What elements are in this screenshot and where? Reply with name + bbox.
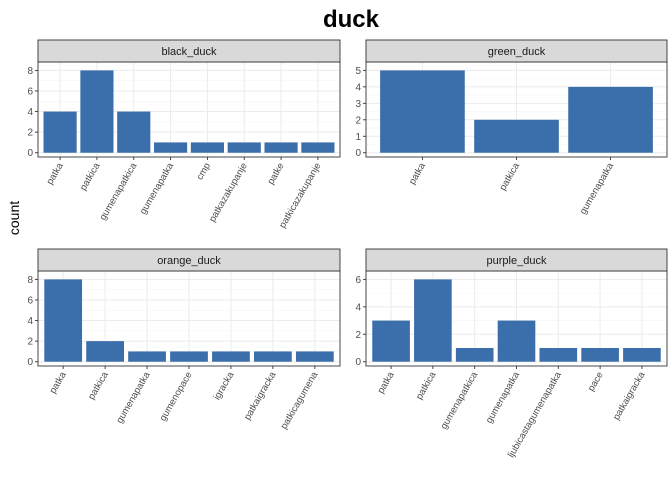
y-tick-label: 0 bbox=[27, 148, 33, 159]
bar-gumenapatkica bbox=[117, 111, 151, 153]
y-tick-label: 6 bbox=[355, 275, 361, 286]
bar-gumenapatka bbox=[497, 320, 536, 362]
bar-igracka bbox=[212, 351, 250, 362]
bar-patkazakupanje bbox=[227, 142, 261, 153]
facet-strip-label: green_duck bbox=[488, 46, 546, 58]
bar-patkica bbox=[80, 70, 114, 153]
bar-patka bbox=[43, 111, 77, 153]
bar-gumenapatka bbox=[154, 142, 188, 153]
bar-pace bbox=[581, 348, 619, 362]
y-tick-label: 2 bbox=[355, 330, 361, 341]
y-tick-label: 4 bbox=[27, 316, 33, 327]
bar-gumenopace bbox=[170, 351, 208, 362]
y-tick-label: 5 bbox=[355, 66, 361, 77]
bar-gumenapatka bbox=[128, 351, 166, 362]
y-tick-label: 0 bbox=[355, 148, 361, 159]
bar-patkica bbox=[474, 119, 559, 153]
bar-patka bbox=[380, 70, 465, 153]
y-axis-label: count bbox=[6, 201, 22, 235]
bar-patka bbox=[44, 279, 83, 362]
y-tick-label: 8 bbox=[27, 66, 33, 77]
y-tick-label: 6 bbox=[27, 295, 33, 306]
y-tick-label: 6 bbox=[27, 86, 33, 97]
y-tick-label: 4 bbox=[27, 107, 33, 118]
facet-strip-label: orange_duck bbox=[157, 255, 221, 267]
y-tick-label: 2 bbox=[27, 337, 33, 348]
y-tick-label: 4 bbox=[355, 82, 361, 93]
bar-patkaigracka bbox=[254, 351, 292, 362]
chart-title: duck bbox=[323, 6, 380, 33]
bar-ljubicastagumenapatka bbox=[539, 348, 578, 362]
bar-patke bbox=[264, 142, 298, 153]
y-tick-label: 1 bbox=[355, 132, 361, 143]
y-tick-label: 2 bbox=[27, 128, 33, 139]
facet-strip bbox=[37, 248, 341, 272]
bar-patka bbox=[372, 320, 410, 362]
facet-strip bbox=[365, 248, 668, 272]
bar-gumenapatkica bbox=[455, 348, 494, 362]
facet-strip bbox=[365, 39, 668, 63]
facet-strip bbox=[37, 39, 341, 63]
facet-strip-label: purple_duck bbox=[487, 255, 547, 267]
bar-patkicagumena bbox=[295, 351, 334, 362]
facet-strip-label: black_duck bbox=[161, 46, 217, 58]
bar-patkica bbox=[414, 279, 452, 362]
bar-gumenapatka bbox=[568, 86, 653, 153]
y-tick-label: 0 bbox=[355, 357, 361, 368]
bar-cmp bbox=[190, 142, 224, 153]
y-tick-label: 0 bbox=[27, 357, 33, 368]
bar-patkicazakupanje bbox=[301, 142, 335, 153]
y-tick-label: 8 bbox=[27, 275, 33, 286]
bar-patkica bbox=[86, 341, 124, 362]
y-tick-label: 4 bbox=[355, 302, 361, 313]
y-tick-label: 2 bbox=[355, 115, 361, 126]
y-tick-label: 3 bbox=[355, 99, 361, 110]
bar-patkaigracka bbox=[623, 348, 661, 362]
